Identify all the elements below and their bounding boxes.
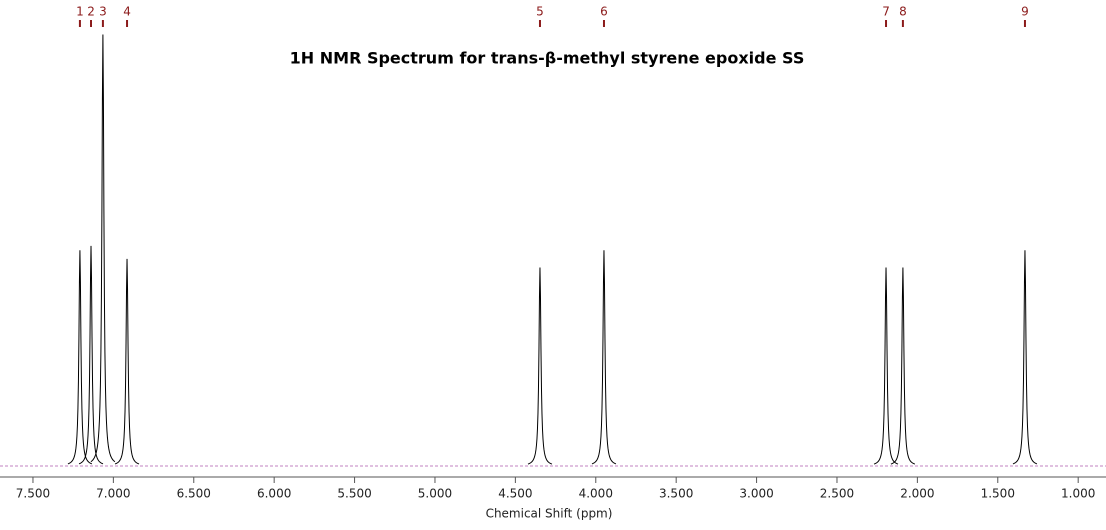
peak	[873, 267, 899, 465]
x-tick-label: 3.000	[739, 487, 773, 501]
peak	[114, 258, 140, 465]
x-tick-label: 5.500	[337, 487, 371, 501]
peak	[527, 267, 553, 465]
x-tick-label: 1.000	[1061, 487, 1095, 501]
x-tick-label: 3.500	[659, 487, 693, 501]
peak-label: 2	[87, 5, 95, 19]
chart-title: 1H NMR Spectrum for trans-β-methyl styre…	[290, 49, 805, 68]
x-tick-label: 5.000	[418, 487, 452, 501]
peak	[67, 250, 93, 465]
peak-label: 9	[1021, 5, 1029, 19]
peak-label: 7	[882, 5, 890, 19]
peak-label: 3	[99, 5, 107, 19]
x-tick-label: 1.500	[981, 487, 1015, 501]
peak-label: 8	[899, 5, 907, 19]
x-tick-label: 6.500	[177, 487, 211, 501]
x-tick-label: 2.500	[820, 487, 854, 501]
peak-label: 6	[600, 5, 608, 19]
peak-label: 1	[76, 5, 84, 19]
peak-label: 5	[536, 5, 544, 19]
peak-label: 4	[123, 5, 131, 19]
peak	[78, 245, 104, 465]
x-tick-label: 7.500	[16, 487, 50, 501]
x-tick-label: 2.000	[900, 487, 934, 501]
x-tick-label: 6.000	[257, 487, 291, 501]
peak	[90, 34, 116, 463]
peak	[591, 250, 617, 465]
peak	[1012, 250, 1038, 465]
x-tick-label: 4.000	[579, 487, 613, 501]
peak	[890, 267, 916, 465]
x-tick-label: 7.000	[96, 487, 130, 501]
x-tick-label: 4.500	[498, 487, 532, 501]
x-axis-label: Chemical Shift (ppm)	[486, 507, 613, 521]
